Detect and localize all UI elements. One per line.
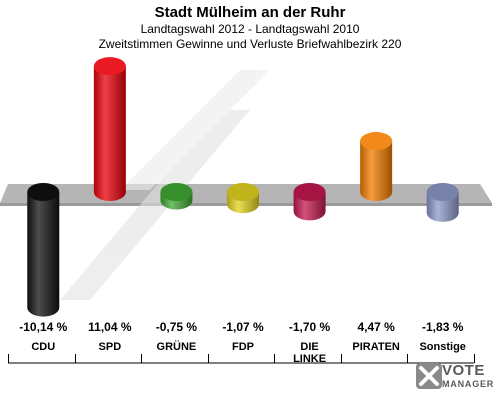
shadow-stripe <box>60 110 250 300</box>
brand-logo: VOTE MANAGER <box>408 360 494 394</box>
bar-cdu <box>27 183 60 317</box>
category-label: Sonstige <box>419 341 466 353</box>
bar-cap <box>160 183 193 201</box>
value-label: -1,07 % <box>222 320 264 334</box>
bar-body <box>93 66 126 201</box>
bar-cap <box>27 183 60 201</box>
category-label: FDP <box>232 341 254 353</box>
shadow-stripe <box>120 70 270 190</box>
bar-cap <box>93 57 126 76</box>
chart-subtitle-2: Zweitstimmen Gewinne und Verluste Briefw… <box>98 37 402 51</box>
background-shadow <box>60 70 270 300</box>
category-label: GRÜNE <box>156 341 197 353</box>
logo-cross <box>419 366 439 386</box>
value-label: 11,04 % <box>88 320 132 334</box>
bar-piraten <box>360 132 393 201</box>
category-label: DIE LINKE <box>293 341 327 365</box>
bar-fdp <box>227 183 259 214</box>
bar-grüne <box>160 183 193 210</box>
bar-body <box>27 192 60 317</box>
chart-title: Stadt Mülheim an der Ruhr <box>154 4 346 21</box>
brand-line-2: MANAGER <box>442 379 495 389</box>
bar-sonstige <box>426 183 459 222</box>
chart-titles: Stadt Mülheim an der Ruhr Landtagswahl 2… <box>0 4 500 52</box>
value-label: -0,75 % <box>155 320 198 334</box>
bar-body <box>360 141 393 201</box>
value-label: -1,70 % <box>288 320 331 334</box>
value-label: 4,47 % <box>357 320 395 334</box>
value-label: -10,14 % <box>19 320 68 334</box>
bar-cap <box>360 132 393 151</box>
bar-spd <box>93 57 126 201</box>
category-label: CDU <box>31 341 56 353</box>
chart-subtitle: Landtagswahl 2012 - Landtagswahl 2010 <box>140 22 360 36</box>
brand-line-1: VOTE <box>442 362 485 379</box>
bar-die-linke <box>293 183 326 221</box>
x-axis <box>8 354 475 364</box>
bar-cap <box>426 183 459 201</box>
category-label: PIRATEN <box>352 341 400 353</box>
votemanager-logo-icon <box>416 363 442 389</box>
bar-cap <box>293 183 326 201</box>
chart-bars <box>27 57 459 317</box>
category-label: SPD <box>98 341 122 353</box>
value-label: -1,83 % <box>422 320 464 334</box>
bar-cap <box>227 183 259 201</box>
